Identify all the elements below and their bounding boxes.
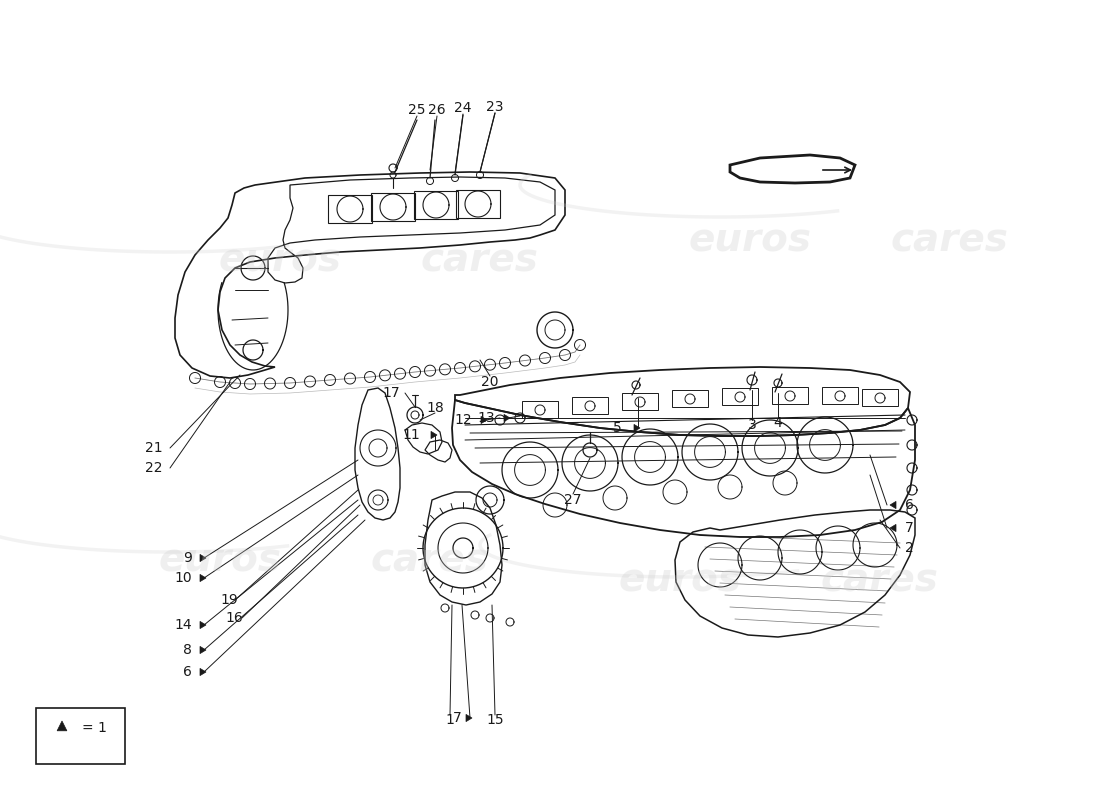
Text: 23: 23 <box>486 100 504 114</box>
Polygon shape <box>634 424 640 432</box>
Text: 11: 11 <box>403 428 420 442</box>
Text: 27: 27 <box>564 493 582 507</box>
Polygon shape <box>200 622 206 629</box>
Text: 14: 14 <box>175 618 192 632</box>
Text: 24: 24 <box>454 101 472 115</box>
Polygon shape <box>431 431 437 438</box>
Polygon shape <box>200 646 206 654</box>
Text: cares: cares <box>821 561 939 599</box>
Text: 16: 16 <box>226 611 243 625</box>
Text: 4: 4 <box>773 416 782 430</box>
Text: 10: 10 <box>175 571 192 585</box>
Polygon shape <box>890 525 896 532</box>
Polygon shape <box>890 502 896 509</box>
Text: cares: cares <box>371 541 488 579</box>
Text: 2: 2 <box>905 541 914 555</box>
Text: euros: euros <box>219 241 341 279</box>
Text: 8: 8 <box>183 643 192 657</box>
Polygon shape <box>504 414 510 422</box>
Text: 22: 22 <box>145 461 163 475</box>
Text: 12: 12 <box>454 413 472 427</box>
Polygon shape <box>481 416 487 424</box>
Text: 17: 17 <box>383 386 400 400</box>
Text: 20: 20 <box>482 375 498 389</box>
FancyBboxPatch shape <box>36 708 125 764</box>
Text: 15: 15 <box>486 713 504 727</box>
Text: cares: cares <box>891 221 1009 259</box>
Text: = 1: = 1 <box>82 721 107 735</box>
Text: 19: 19 <box>220 593 238 607</box>
Text: euros: euros <box>689 221 812 259</box>
Text: 21: 21 <box>145 441 163 455</box>
Polygon shape <box>57 721 67 731</box>
Text: 6: 6 <box>183 665 192 679</box>
Polygon shape <box>200 668 206 675</box>
Text: 7: 7 <box>453 711 462 725</box>
Text: 6: 6 <box>905 498 914 512</box>
Text: euros: euros <box>158 541 282 579</box>
Text: 3: 3 <box>748 418 757 432</box>
Text: 1: 1 <box>446 713 454 727</box>
Text: 18: 18 <box>426 401 444 415</box>
Text: 26: 26 <box>428 103 446 117</box>
Text: 5: 5 <box>614 421 622 435</box>
Polygon shape <box>200 554 206 562</box>
Text: 25: 25 <box>408 103 426 117</box>
Text: 9: 9 <box>183 551 192 565</box>
Text: 7: 7 <box>905 521 914 535</box>
Text: cares: cares <box>421 241 539 279</box>
Polygon shape <box>466 714 472 722</box>
Text: 13: 13 <box>477 411 495 425</box>
Polygon shape <box>200 574 206 582</box>
Text: euros: euros <box>618 561 741 599</box>
